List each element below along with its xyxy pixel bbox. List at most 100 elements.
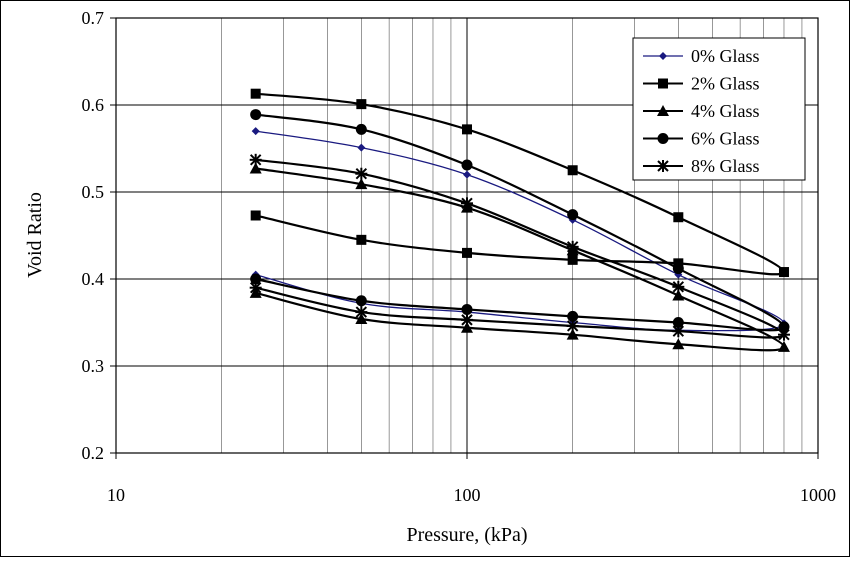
data-point [461, 159, 473, 171]
y-axis-tick-labels: 0.2 0.3 0.4 0.5 0.6 0.7 [82, 8, 116, 463]
data-point [673, 212, 684, 223]
data-point [463, 170, 471, 179]
marker-shape [567, 254, 578, 265]
marker-shape [250, 210, 261, 221]
data-point [356, 99, 367, 110]
legend-label: 2% Glass [691, 74, 760, 94]
data-point [355, 167, 368, 180]
marker-shape [462, 247, 472, 258]
data-point [567, 165, 578, 176]
marker-shape [657, 105, 669, 116]
marker-shape [251, 127, 260, 136]
legend-swatch-marker [657, 160, 669, 172]
data-point [672, 317, 684, 328]
data-point [461, 303, 473, 315]
marker-shape [658, 78, 668, 89]
marker-shape [462, 124, 472, 135]
legend-items: 0% Glass 2% Glass 4% Glass 6% Glass 8% Glass [643, 46, 760, 176]
data-point [566, 240, 579, 253]
marker-shape [250, 88, 261, 99]
series-layer [249, 88, 790, 352]
legend-swatch-marker [659, 52, 667, 60]
y-tick-label: 0.2 [82, 443, 105, 463]
legend-swatch-marker [657, 133, 669, 144]
x-axis-label: Pressure, (kPa) [406, 524, 527, 546]
y-tick-label: 0.4 [82, 269, 105, 289]
marker-shape [356, 234, 367, 245]
y-tick-label: 0.7 [82, 8, 105, 28]
data-point [567, 310, 579, 322]
marker-shape [567, 165, 578, 176]
marker-shape [672, 263, 684, 275]
data-point [250, 109, 262, 121]
marker-shape [567, 310, 579, 322]
data-point [461, 313, 473, 326]
data-point [567, 254, 578, 265]
data-point [672, 289, 685, 301]
data-point [566, 328, 579, 340]
marker-shape [355, 313, 368, 325]
data-point [355, 313, 368, 325]
marker-shape [355, 123, 367, 135]
legend-item: 4% Glass [643, 101, 760, 121]
marker-shape [778, 267, 789, 278]
y-axis-label: Void Ratio [24, 192, 46, 278]
legend-label: 6% Glass [691, 129, 760, 149]
data-point [777, 340, 790, 352]
marker-shape [672, 338, 685, 350]
legend: 0% Glass 2% Glass 4% Glass 6% Glass 8% Glass [632, 37, 806, 181]
data-point [356, 234, 367, 245]
marker-shape [672, 289, 685, 301]
y-tick-label: 0.5 [82, 182, 105, 202]
legend-label: 8% Glass [691, 156, 760, 176]
marker-shape [672, 317, 684, 328]
marker-shape [778, 321, 790, 333]
series-4 [249, 153, 790, 341]
x-tick-label: 10 [107, 485, 125, 505]
data-point [249, 281, 262, 294]
data-point [462, 124, 472, 135]
marker-shape [356, 99, 367, 110]
data-point [672, 325, 685, 338]
data-point [461, 197, 473, 210]
legend-swatch-marker [658, 78, 668, 89]
data-point [250, 210, 261, 221]
series-3 [250, 109, 790, 333]
data-point [462, 247, 472, 258]
data-point [357, 143, 366, 152]
y-tick-label: 0.6 [82, 95, 105, 115]
marker-shape [566, 328, 579, 340]
marker-shape [673, 212, 684, 223]
legend-item: 6% Glass [643, 129, 760, 149]
marker-shape [657, 133, 669, 144]
data-point [566, 319, 579, 332]
data-point [250, 88, 261, 99]
data-point [461, 321, 473, 333]
legend-swatch-marker [657, 105, 669, 116]
data-point [251, 127, 260, 136]
marker-shape [355, 295, 367, 307]
data-point [355, 178, 368, 190]
marker-shape [355, 178, 368, 190]
data-point [778, 321, 790, 333]
data-point [355, 295, 367, 307]
marker-shape [777, 340, 790, 352]
marker-shape [357, 143, 366, 152]
legend-item: 0% Glass [643, 46, 760, 66]
marker-shape [567, 209, 579, 221]
data-point [777, 328, 790, 341]
marker-shape [461, 321, 473, 333]
data-point [250, 273, 262, 285]
x-tick-label: 100 [454, 485, 481, 505]
series-2 [249, 162, 790, 352]
marker-shape [250, 109, 262, 121]
data-point [355, 123, 367, 135]
legend-label: 4% Glass [691, 101, 760, 121]
marker-shape [463, 170, 471, 179]
x-axis-tick-labels: 10 100 1000 [107, 453, 836, 505]
marker-shape [461, 159, 473, 171]
x-tick-label: 1000 [800, 485, 836, 505]
legend-label: 0% Glass [691, 46, 760, 66]
